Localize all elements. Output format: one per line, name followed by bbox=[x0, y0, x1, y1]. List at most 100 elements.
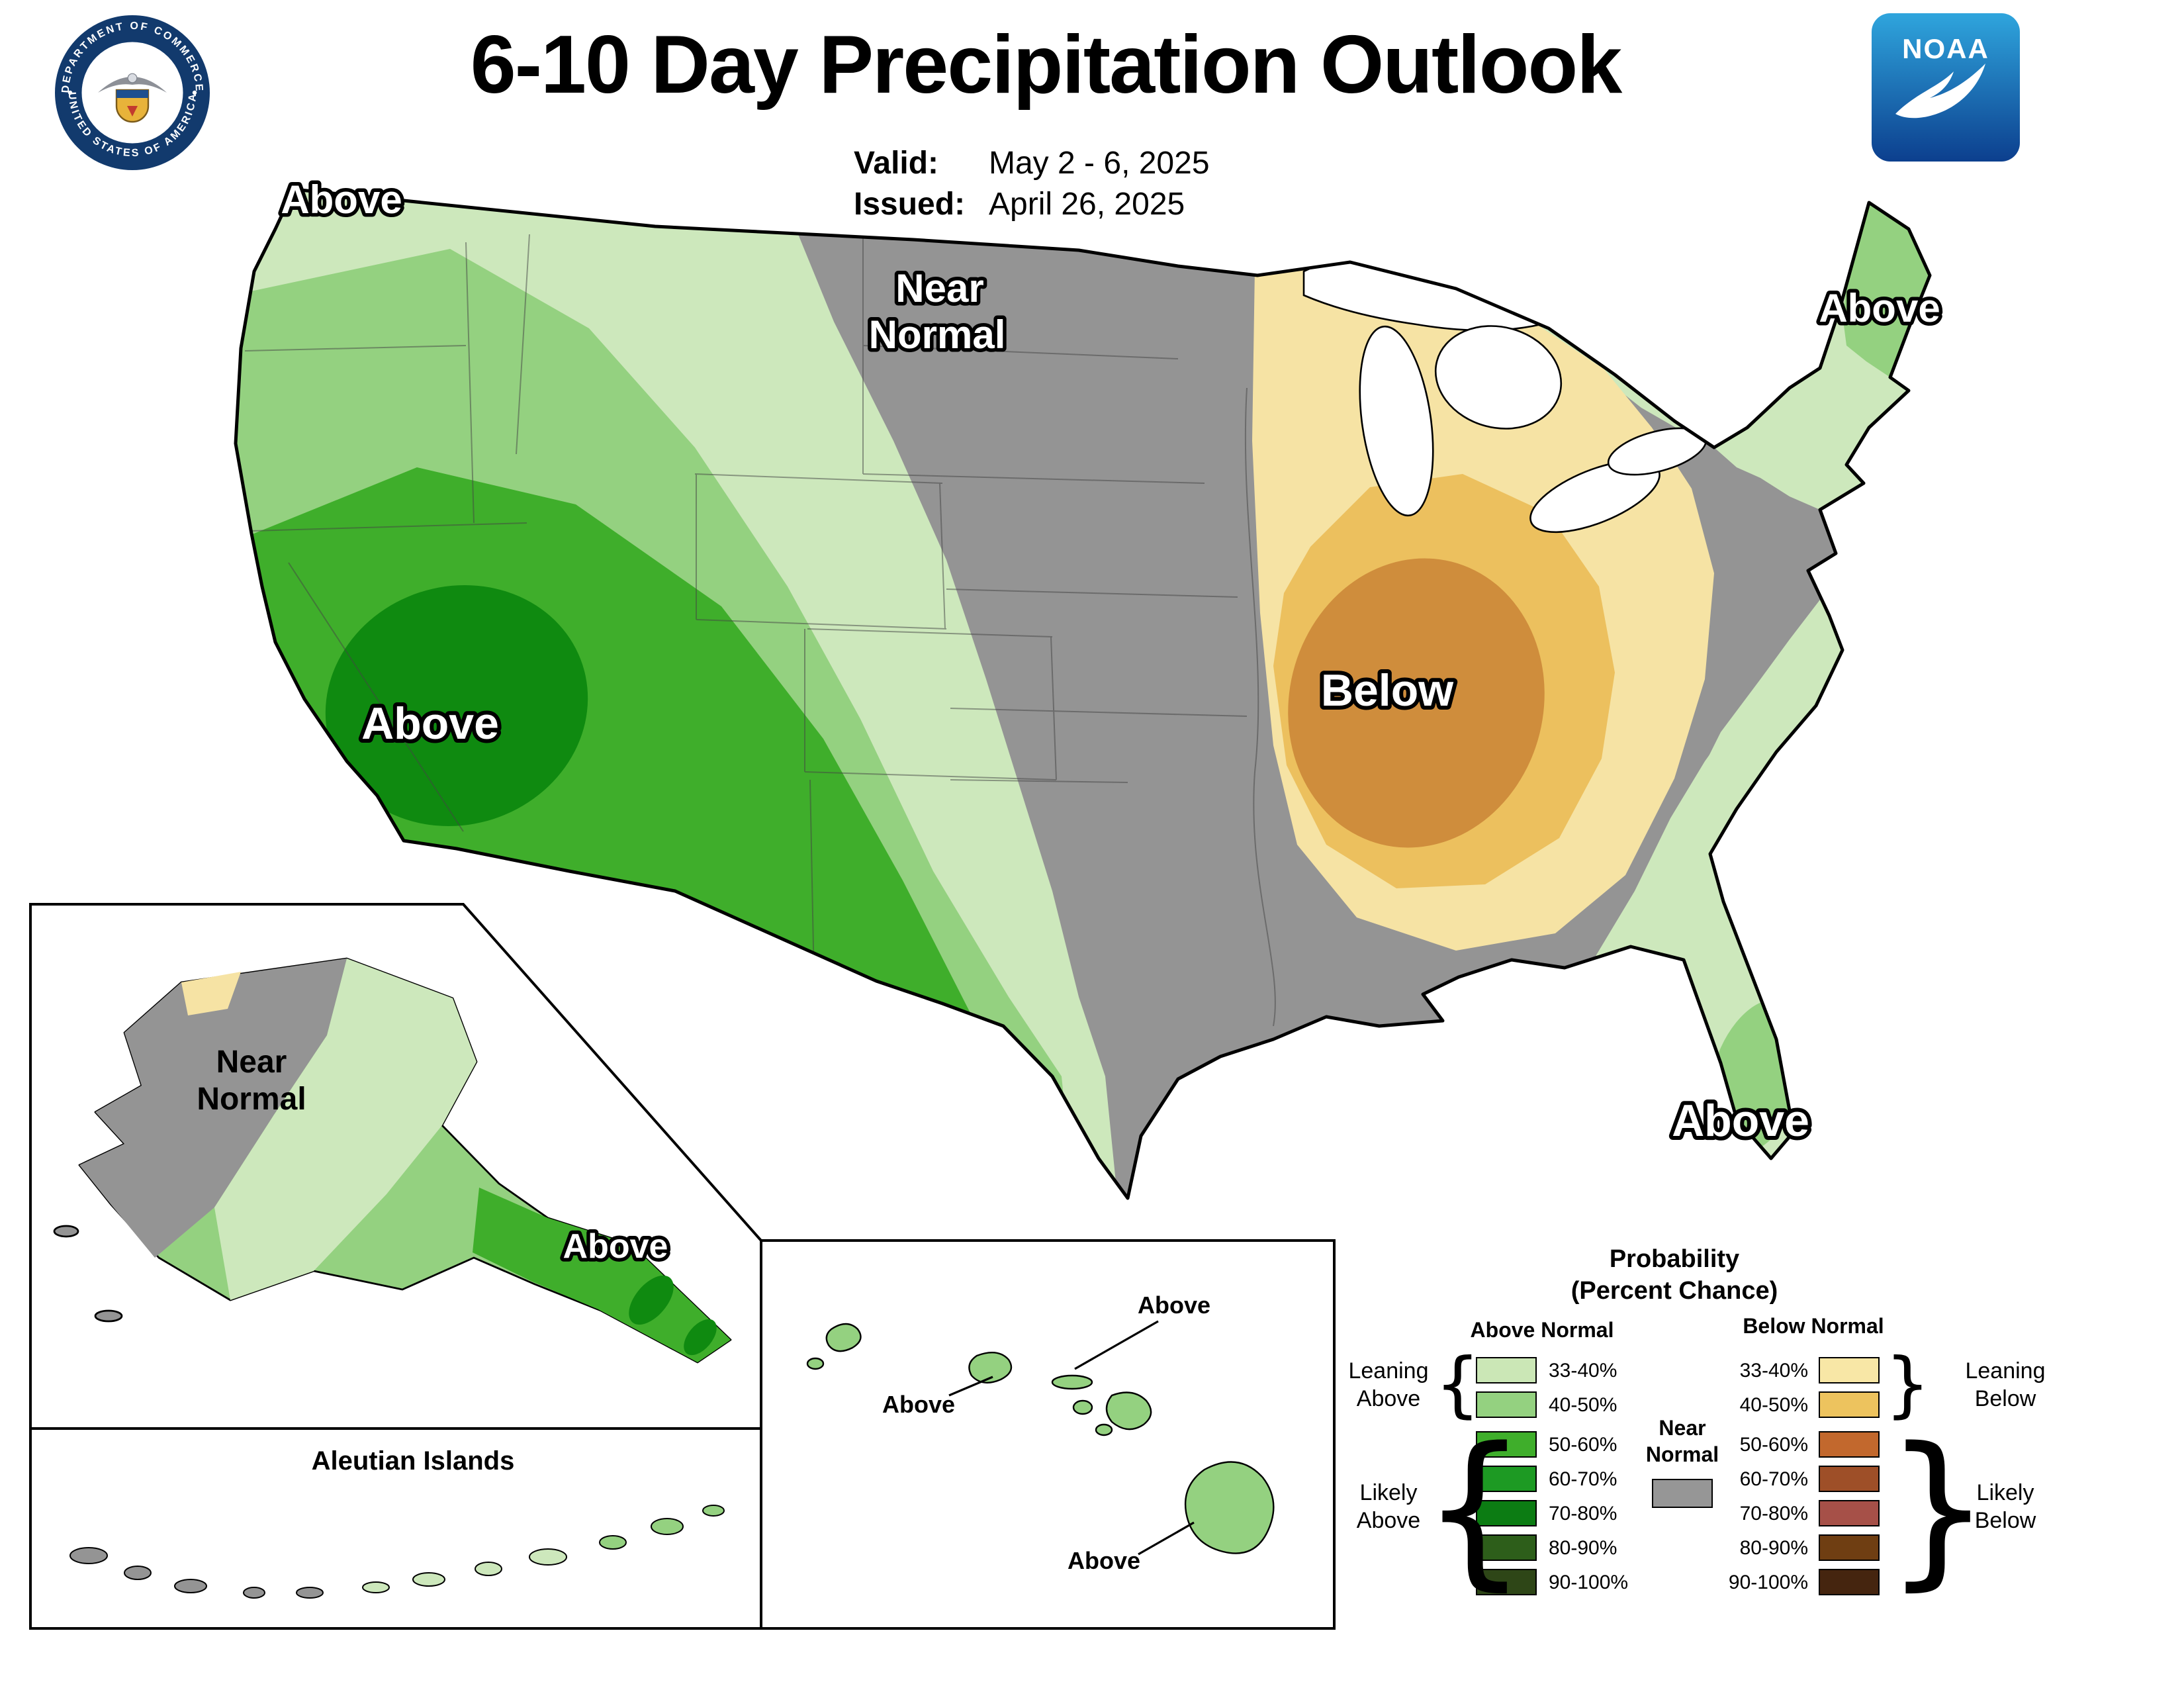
legend-swatch-above-80 bbox=[1476, 1534, 1537, 1561]
valid-value: May 2 - 6, 2025 bbox=[989, 146, 1210, 181]
issued-label: Issued: bbox=[854, 187, 966, 222]
aleutian-island bbox=[529, 1548, 567, 1566]
legend-swatch-near-normal bbox=[1652, 1479, 1713, 1508]
issued-value: April 26, 2025 bbox=[989, 187, 1185, 222]
legend-range-above-90: 90-100% bbox=[1549, 1571, 1629, 1594]
issued-row: Issued: April 26, 2025 bbox=[854, 184, 1210, 225]
seal-shield-detail bbox=[127, 106, 138, 117]
hawaii-pointer-lines bbox=[948, 1320, 1195, 1556]
legend-swatch-above-90 bbox=[1476, 1569, 1537, 1595]
alaska-map bbox=[53, 957, 732, 1364]
legend-range-above-50: 50-60% bbox=[1549, 1434, 1617, 1456]
state-borders bbox=[244, 232, 1276, 1027]
leaning-below-2: Below bbox=[1974, 1386, 2036, 1411]
noaa-logo: NOAA bbox=[1872, 13, 2020, 162]
aleutian-inset-box bbox=[29, 1427, 762, 1630]
legend-leaning-above: Leaning Above bbox=[1342, 1357, 1435, 1413]
brace-leaning-above: { bbox=[1435, 1342, 1480, 1426]
leaning-above-1: Leaning bbox=[1348, 1358, 1429, 1383]
legend-range-below-90: 90-100% bbox=[1728, 1571, 1808, 1594]
legend-below-header: Below Normal bbox=[1743, 1316, 1884, 1338]
legend-range-below-60: 60-70% bbox=[1739, 1468, 1808, 1491]
seal-eagle-icon bbox=[98, 77, 167, 93]
legend-swatch-below-50 bbox=[1819, 1431, 1880, 1458]
seal-eagle-head-icon bbox=[127, 73, 138, 83]
alaska-below-33-sliver bbox=[181, 972, 241, 1015]
leaning-above-2: Above bbox=[1356, 1386, 1421, 1411]
legend-range-below-50: 50-60% bbox=[1739, 1434, 1808, 1456]
noaa-logo-text: NOAA bbox=[1902, 33, 1989, 64]
brace-leaning-below: } bbox=[1885, 1342, 1931, 1426]
island-kahoolawe bbox=[1095, 1423, 1113, 1436]
aleutian-island bbox=[243, 1587, 265, 1599]
likely-above-2: Above bbox=[1356, 1508, 1421, 1533]
legend-near-normal-2: Normal bbox=[1645, 1444, 1719, 1467]
map-labels: Above Near Normal Above Below Above Abov… bbox=[277, 174, 1944, 1150]
noaa-seagull-icon bbox=[1895, 64, 1985, 118]
label-near-normal-2: Normal bbox=[869, 312, 1006, 357]
legend-swatch-below-60 bbox=[1819, 1466, 1880, 1492]
aleutian-island bbox=[362, 1581, 390, 1593]
region-west-above-core bbox=[325, 585, 588, 827]
alaska-above-33-region bbox=[214, 959, 477, 1300]
legend-title-1: Probability bbox=[1609, 1246, 1740, 1274]
legend-range-below-33: 33-40% bbox=[1739, 1360, 1808, 1382]
lake-huron bbox=[1434, 325, 1563, 430]
legend-near-normal-1: Near bbox=[1659, 1418, 1706, 1440]
valid-row: Valid: May 2 - 6, 2025 bbox=[854, 143, 1210, 184]
aleutian-island bbox=[412, 1572, 445, 1587]
great-lakes bbox=[1302, 253, 1707, 534]
aleutian-island bbox=[702, 1505, 725, 1517]
brace-likely-above: { bbox=[1422, 1411, 1528, 1606]
aleutian-island bbox=[69, 1547, 108, 1564]
hawaii-inset-box bbox=[760, 1239, 1336, 1630]
legend-swatch-above-33 bbox=[1476, 1357, 1537, 1383]
aleutian-label: Aleutian Islands bbox=[312, 1446, 515, 1476]
legend-swatch-above-70 bbox=[1476, 1500, 1537, 1526]
hawaii-islands bbox=[806, 1323, 1275, 1554]
legend-range-below-40: 40-50% bbox=[1739, 1394, 1808, 1417]
seal-star-left bbox=[68, 90, 73, 95]
label-central-below: Below bbox=[1321, 665, 1454, 716]
hawaii-above-label-left: Above bbox=[882, 1391, 955, 1418]
insets: Near Normal Above Aleutian Islands bbox=[29, 903, 1336, 1630]
label-florida-above: Above bbox=[1672, 1096, 1809, 1146]
validity-block: Valid: May 2 - 6, 2025 Issued: April 26,… bbox=[854, 143, 1210, 225]
alaska-near-normal-label-1: Near bbox=[216, 1045, 287, 1080]
alaska-panhandle-core-1 bbox=[629, 1275, 674, 1325]
aleutian-island bbox=[296, 1587, 324, 1599]
likely-below-2: Below bbox=[1974, 1508, 2036, 1533]
brace-likely-below: } bbox=[1885, 1411, 1991, 1606]
label-northwest-above: Above bbox=[281, 177, 402, 222]
island-molokai bbox=[1051, 1374, 1093, 1390]
island-oahu bbox=[968, 1352, 1013, 1383]
aleutian-island bbox=[174, 1579, 207, 1593]
legend-range-above-40: 40-50% bbox=[1549, 1394, 1617, 1417]
region-below-core bbox=[1288, 558, 1545, 848]
legend-range-below-80: 80-90% bbox=[1739, 1537, 1808, 1560]
island-kauai bbox=[825, 1323, 862, 1352]
likely-above-1: Likely bbox=[1359, 1480, 1418, 1505]
aleutian-island bbox=[475, 1562, 502, 1576]
legend-range-above-70: 70-80% bbox=[1549, 1503, 1617, 1525]
legend-title-2: (Percent Chance) bbox=[1570, 1278, 1778, 1305]
leaning-below-1: Leaning bbox=[1965, 1358, 2046, 1383]
legend-swatch-below-70 bbox=[1819, 1500, 1880, 1526]
region-maine-above-40 bbox=[1843, 203, 1930, 377]
legend-swatch-above-40 bbox=[1476, 1391, 1537, 1418]
island-niihau bbox=[806, 1357, 825, 1370]
legend-swatch-below-80 bbox=[1819, 1534, 1880, 1561]
alaska-near-normal-region bbox=[79, 959, 347, 1258]
label-west-above: Above bbox=[361, 698, 499, 749]
hawaii-above-label-bottom: Above bbox=[1068, 1547, 1140, 1574]
alaska-panhandle-above-50 bbox=[473, 1188, 731, 1362]
alaska-island-1 bbox=[53, 1225, 79, 1238]
aleutian-islands bbox=[69, 1505, 725, 1599]
legend: Probability (Percent Chance) Above Norma… bbox=[1337, 1238, 2062, 1659]
island-maui bbox=[1105, 1391, 1152, 1430]
island-hawaii-big bbox=[1184, 1461, 1275, 1554]
legend-likely-below: Likely Below bbox=[1959, 1479, 2052, 1534]
aleutian-island bbox=[651, 1518, 684, 1535]
label-near-normal-1: Near bbox=[895, 266, 983, 310]
